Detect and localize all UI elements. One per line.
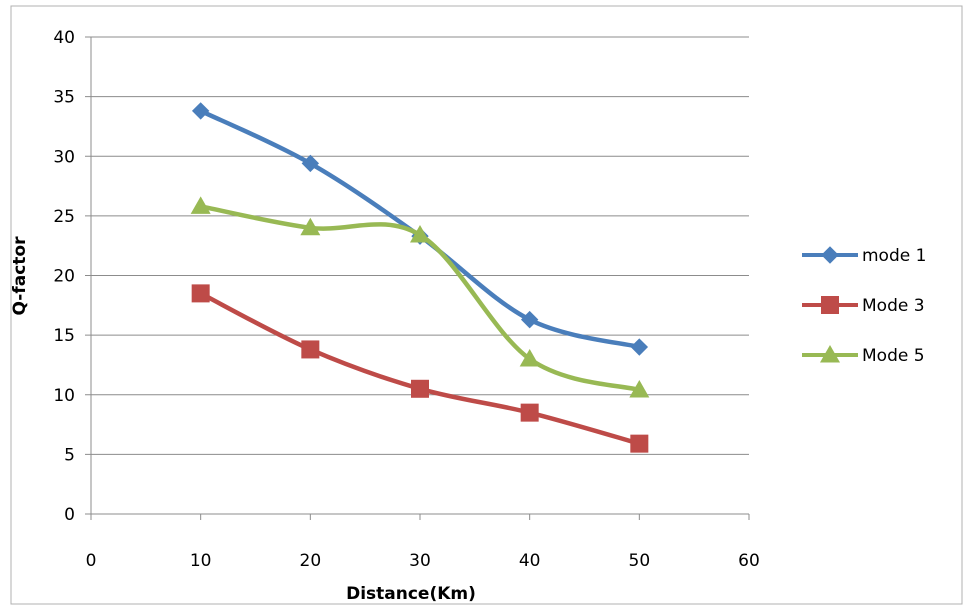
x-tick-label: 30 [409, 551, 431, 571]
tick-labels: 0 5 10 15 20 25 30 35 40 0 10 20 30 40 50 60 [53, 28, 759, 571]
legend-entry: Mode 5 [802, 345, 925, 366]
y-tick-label: 30 [53, 147, 75, 167]
legend-marker [820, 345, 840, 363]
x-tick-label: 60 [738, 551, 760, 571]
series-2 [191, 284, 649, 453]
legend: mode 1 Mode 3 Mode 5 [802, 246, 926, 366]
legend-label: Mode 5 [862, 346, 925, 366]
data-point [301, 154, 320, 173]
legend-label: mode 1 [862, 246, 926, 266]
data-point [629, 379, 650, 398]
legend-label: Mode 3 [862, 296, 925, 316]
axes [85, 36, 750, 520]
data-point [520, 403, 539, 422]
y-tick-label: 20 [53, 267, 75, 287]
data-point [411, 379, 429, 398]
data-point [300, 217, 321, 236]
data-point [520, 310, 539, 329]
y-tick-label: 15 [53, 326, 75, 346]
x-axis-title: Distance(Km) [346, 584, 476, 604]
x-tick-label: 0 [86, 551, 97, 571]
data-point [190, 196, 211, 214]
data-point [191, 102, 210, 120]
legend-marker [821, 296, 839, 314]
legend-entry: mode 1 [802, 246, 926, 266]
legend-marker [821, 246, 839, 264]
data-point [191, 284, 210, 303]
x-tick-label: 40 [519, 551, 541, 571]
series [190, 102, 650, 453]
series-3 [190, 196, 650, 398]
x-tick-label: 50 [629, 551, 651, 571]
y-tick-label: 40 [53, 28, 75, 48]
y-axis-title: Q-factor [10, 236, 30, 316]
legend-entry: Mode 3 [802, 296, 925, 316]
y-tick-label: 35 [53, 88, 75, 108]
x-tick-label: 10 [190, 551, 212, 571]
data-point [519, 348, 540, 367]
data-point [301, 340, 320, 359]
data-point [410, 224, 430, 243]
data-point [630, 338, 649, 356]
data-point [630, 434, 649, 453]
x-tick-label: 20 [300, 551, 322, 571]
y-tick-label: 25 [53, 207, 75, 227]
y-tick-label: 5 [64, 445, 75, 465]
y-tick-label: 10 [53, 386, 75, 406]
y-tick-label: 0 [64, 505, 75, 525]
